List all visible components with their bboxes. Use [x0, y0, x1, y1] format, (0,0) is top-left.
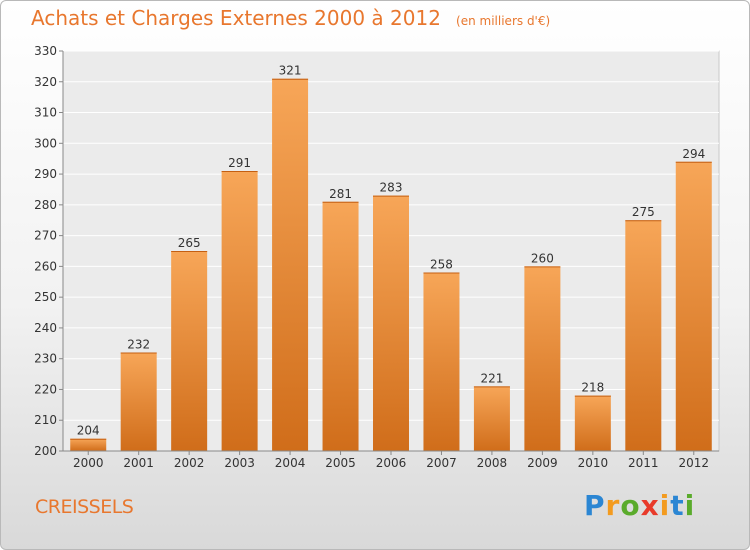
- x-tick-label: 2006: [376, 456, 407, 470]
- x-tick-label: 2004: [275, 456, 306, 470]
- bar-value-label: 265: [178, 236, 201, 250]
- logo-letter: r: [605, 489, 621, 522]
- x-tick-label: 2001: [123, 456, 154, 470]
- bar: [120, 352, 157, 451]
- bar: [221, 171, 258, 451]
- x-tick-label: 2003: [224, 456, 255, 470]
- bar-value-label: 291: [228, 156, 251, 170]
- logo-letter: P: [584, 489, 606, 522]
- x-tick-label: 2007: [426, 456, 457, 470]
- y-tick-label: 260: [34, 259, 57, 273]
- bar: [171, 251, 208, 451]
- x-tick-label: 2005: [325, 456, 356, 470]
- bar-value-label: 283: [380, 181, 403, 195]
- bar: [373, 195, 409, 451]
- y-tick-label: 240: [34, 321, 57, 335]
- y-tick-label: 250: [34, 290, 57, 304]
- bar: [322, 201, 359, 451]
- bar: [473, 386, 510, 451]
- x-tick-label: 2000: [73, 456, 104, 470]
- proxiti-logo: Proxiti: [584, 489, 695, 522]
- bar-value-label: 281: [329, 187, 352, 201]
- bar: [574, 395, 611, 451]
- logo-letter: i: [659, 489, 671, 522]
- bar: [675, 161, 712, 451]
- chart-title: Achats et Charges Externes 2000 à 2012: [31, 6, 441, 30]
- bar: [423, 272, 460, 451]
- y-tick-label: 320: [34, 75, 57, 89]
- logo-letter: x: [640, 489, 660, 522]
- y-tick-label: 210: [34, 413, 57, 427]
- y-tick-label: 300: [34, 136, 57, 150]
- y-tick-label: 230: [34, 352, 57, 366]
- x-tick-label: 2008: [477, 456, 508, 470]
- bar-value-label: 258: [430, 258, 453, 272]
- y-tick-label: 270: [34, 229, 57, 243]
- y-tick-label: 200: [34, 444, 57, 458]
- y-tick-label: 310: [34, 106, 57, 120]
- x-tick-label: 2009: [527, 456, 558, 470]
- bar: [524, 266, 561, 451]
- logo-letter: o: [620, 489, 641, 522]
- commune-name: CREISSELS: [35, 496, 134, 518]
- bar-value-label: 275: [632, 205, 655, 219]
- chart-unit: (en milliers d'€): [456, 14, 551, 28]
- logo-letter: i: [684, 489, 696, 522]
- y-tick-label: 290: [34, 167, 57, 181]
- y-tick-label: 330: [34, 44, 57, 58]
- bar: [70, 438, 107, 451]
- logo-letter: t: [670, 489, 685, 522]
- x-tick-label: 2011: [628, 456, 659, 470]
- x-tick-label: 2010: [578, 456, 609, 470]
- bar-value-label: 321: [279, 64, 302, 78]
- bar-value-label: 294: [682, 147, 705, 161]
- x-tick-label: 2012: [678, 456, 709, 470]
- x-tick-label: 2002: [174, 456, 205, 470]
- bar-value-label: 260: [531, 251, 554, 265]
- bar: [272, 78, 309, 451]
- y-tick-label: 280: [34, 198, 57, 212]
- bar-value-label: 232: [127, 338, 150, 352]
- bar-value-label: 204: [77, 424, 100, 438]
- bar-value-label: 221: [480, 371, 503, 385]
- bar: [625, 220, 662, 451]
- chart-title-block: Achats et Charges Externes 2000 à 2012 (…: [31, 6, 550, 30]
- bar-value-label: 218: [581, 381, 604, 395]
- y-tick-label: 220: [34, 382, 57, 396]
